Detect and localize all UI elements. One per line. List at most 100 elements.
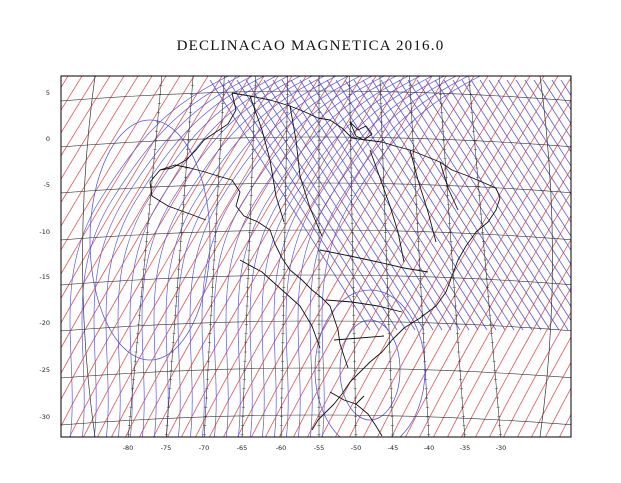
blue-isoline xyxy=(326,79,488,331)
blue-isoline xyxy=(434,79,571,294)
blue-isoline xyxy=(69,76,229,437)
latitude-tick-label: 5 xyxy=(46,89,50,97)
blue-isoline xyxy=(227,79,389,331)
blue-isoline xyxy=(189,76,349,437)
blue-isoline xyxy=(317,79,479,331)
red-isoline xyxy=(503,311,571,437)
blue-isoline xyxy=(209,79,371,331)
blue-isoline xyxy=(515,79,571,167)
blue-isoline xyxy=(416,79,571,322)
blue-isoline xyxy=(201,76,361,437)
red-isoline xyxy=(61,76,251,401)
southern-coast xyxy=(355,403,383,437)
blue-isoline xyxy=(407,79,569,331)
red-isoline xyxy=(153,76,363,437)
latitude-tick-label: -5 xyxy=(44,181,50,189)
blue-isoline xyxy=(569,79,571,83)
blue-isoline xyxy=(488,79,571,209)
bolivia-paraguay xyxy=(239,259,321,349)
red-isoline xyxy=(61,76,97,134)
parallel xyxy=(61,136,571,148)
meridian xyxy=(379,76,394,437)
red-isoline xyxy=(531,361,571,437)
blue-isoline xyxy=(615,80,621,330)
isogonic-lines-red xyxy=(0,60,621,440)
blue-isoline xyxy=(470,79,571,237)
longitude-tick-label: -35 xyxy=(460,444,471,452)
blue-isoline xyxy=(389,79,551,331)
red-isoline xyxy=(61,76,209,324)
internal-state-7 xyxy=(325,299,403,313)
blue-isoline xyxy=(560,79,571,97)
meridian xyxy=(280,76,289,437)
red-isoline xyxy=(447,215,571,437)
blue-isoline xyxy=(261,76,421,437)
map-frame xyxy=(60,75,572,438)
blue-isoline xyxy=(533,79,571,139)
meridian xyxy=(127,76,163,437)
red-isoline xyxy=(307,76,517,437)
blue-isoline xyxy=(245,79,407,331)
red-isoline xyxy=(139,76,349,437)
blue-isoline xyxy=(273,76,433,437)
blue-isoline xyxy=(281,79,443,331)
internal-state-6 xyxy=(319,249,429,273)
blue-isoline xyxy=(285,76,445,437)
internal-state-8 xyxy=(333,335,385,341)
red-isoline xyxy=(586,60,621,440)
blue-isoline xyxy=(443,79,571,280)
northern-border xyxy=(159,92,237,171)
longitude-tick-label: -75 xyxy=(161,444,172,452)
amazon-delta xyxy=(349,121,373,141)
red-isoline xyxy=(349,76,559,437)
internal-state-2 xyxy=(249,95,285,223)
red-isoline xyxy=(61,76,265,428)
longitude-tick-label: -70 xyxy=(199,444,210,452)
meridian xyxy=(165,76,194,437)
meridian xyxy=(438,76,466,437)
red-isoline xyxy=(545,387,571,437)
longitude-tick-label: -40 xyxy=(424,444,435,452)
red-isoline xyxy=(363,76,571,437)
red-isoline xyxy=(405,145,571,437)
red-isoline xyxy=(433,191,571,437)
parallel xyxy=(61,90,571,102)
blue-isoline xyxy=(141,76,301,437)
blue-isoline xyxy=(506,79,571,181)
red-isoline xyxy=(335,76,545,437)
internal-state-4 xyxy=(409,149,437,243)
blue-isoline xyxy=(105,76,265,437)
red-isoline xyxy=(83,76,293,437)
red-isoline xyxy=(61,76,223,349)
blue-isoline xyxy=(362,79,524,331)
red-isoline xyxy=(517,336,571,437)
red-isoline xyxy=(61,76,167,251)
blue-isoline xyxy=(344,79,506,331)
longitude-tick-label: -30 xyxy=(496,444,507,452)
red-isoline xyxy=(321,76,531,437)
parallel xyxy=(61,229,571,241)
axis-tick-labels: -80 -75 -70 -65 -60 -55 -50 -45 -40 -35 -30 5 0 -5 -10… xyxy=(39,89,506,452)
meridian xyxy=(468,76,502,437)
projection-edge-left xyxy=(82,76,96,437)
map-title: DECLINACAO MAGNETICA 2016.0 xyxy=(176,38,445,54)
red-isoline xyxy=(61,76,181,275)
longitude-tick-label: -45 xyxy=(388,444,399,452)
latitude-tick-label: -25 xyxy=(39,366,50,374)
red-isoline xyxy=(209,76,419,437)
red-isoline xyxy=(0,60,36,440)
blue-isoline-loop xyxy=(339,319,401,421)
blue-isoline xyxy=(597,80,621,330)
longitude-tick-label: -60 xyxy=(276,444,287,452)
blue-isoline xyxy=(380,79,542,331)
parallel xyxy=(61,367,571,379)
red-isoline xyxy=(69,76,279,437)
graticule xyxy=(61,76,571,437)
blue-isoline xyxy=(249,76,409,437)
longitude-tick-label: -80 xyxy=(123,444,134,452)
blue-isoline xyxy=(606,80,621,330)
parallel xyxy=(61,182,571,194)
blue-isoline xyxy=(542,79,571,125)
red-isoline xyxy=(0,60,8,440)
country-borders xyxy=(149,92,501,437)
